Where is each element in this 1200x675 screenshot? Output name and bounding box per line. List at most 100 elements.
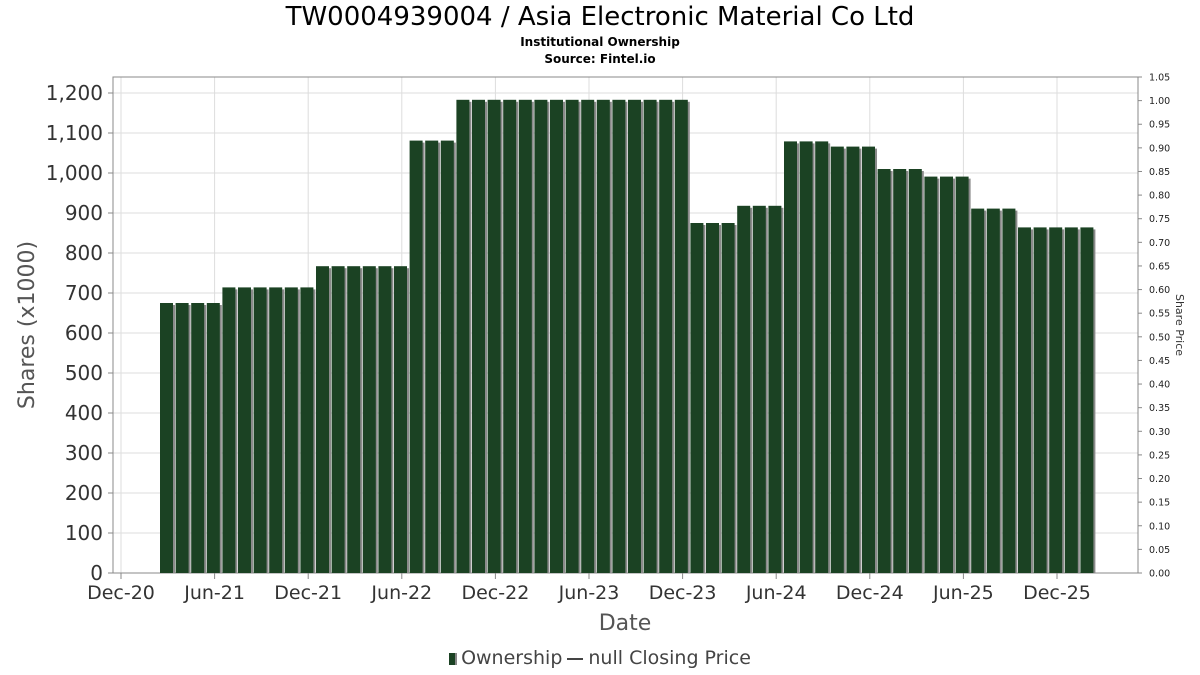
chart-source: Source: Fintel.io	[544, 52, 656, 66]
ownership-bar	[1064, 227, 1078, 573]
chart-title: TW0004939004 / Asia Electronic Material …	[285, 2, 915, 32]
ownership-bar	[612, 99, 626, 574]
ownership-bar	[472, 99, 485, 574]
y-tick-label: 200	[65, 481, 103, 505]
y-axis-label: Shares (x1000)	[15, 241, 40, 409]
y-tick-label: 700	[65, 281, 103, 305]
ownership-bar	[596, 99, 610, 574]
ownership-bar	[752, 205, 766, 574]
y-tick-label: 1,000	[46, 161, 103, 185]
ownership-bar	[1002, 208, 1016, 573]
ownership-bar	[643, 99, 657, 574]
x-tick-label: Dec-23	[649, 582, 717, 604]
y2-tick-label: 0.65	[1149, 261, 1170, 272]
ownership-bar	[737, 205, 751, 574]
y2-tick-label: 0.75	[1149, 214, 1170, 225]
ownership-bar	[581, 99, 595, 574]
y-tick-label: 800	[65, 241, 103, 265]
bars	[160, 99, 1096, 574]
y2-tick-label: 0.10	[1149, 521, 1170, 532]
ownership-bar	[1033, 227, 1047, 573]
ownership-bar	[955, 176, 969, 573]
x-tick-label: Jun-21	[183, 582, 245, 604]
y-tick-label: 400	[65, 401, 103, 425]
ownership-bar	[721, 223, 735, 573]
ownership-bar	[893, 169, 907, 573]
y2-axis: 0.00 0.05 0.10 0.15 0.20 0.25 0.30 0.35 0.40 0.45…	[1138, 73, 1170, 580]
ownership-bar	[534, 99, 548, 574]
ownership-bar	[253, 287, 267, 573]
y-tick-label: 0	[90, 561, 103, 585]
y-tick-label: 1,100	[46, 121, 103, 145]
ownership-bar	[862, 146, 875, 573]
ownership-bar	[986, 208, 1000, 573]
y2-tick-label: 0.55	[1149, 309, 1170, 320]
y-tick-label: 1,200	[46, 81, 103, 105]
y2-tick-label: 0.20	[1149, 474, 1170, 485]
ownership-bar	[378, 266, 392, 573]
ownership-bar	[316, 266, 329, 573]
y2-tick-label: 1.05	[1149, 73, 1170, 84]
chart-subtitle: Institutional Ownership	[520, 35, 680, 49]
y2-axis-label: Share Price	[1173, 294, 1186, 356]
x-tick-label: Jun-23	[558, 582, 620, 604]
y2-tick-label: 0.95	[1149, 120, 1170, 131]
ownership-bar	[674, 99, 688, 574]
ownership-bar	[222, 287, 236, 573]
ownership-bar	[347, 266, 361, 573]
y-tick-label: 500	[65, 361, 103, 385]
x-tick-label: Dec-22	[461, 582, 529, 604]
ownership-bar	[487, 99, 501, 574]
y2-tick-label: 0.40	[1149, 380, 1170, 391]
ownership-bar	[971, 208, 985, 573]
ownership-bar	[846, 146, 860, 573]
ownership-bar	[628, 99, 641, 574]
y2-tick-label: 0.30	[1149, 427, 1170, 438]
y2-tick-label: 0.85	[1149, 167, 1170, 178]
ownership-bar	[409, 140, 423, 573]
ownership-bar	[659, 99, 673, 574]
ownership-bar	[362, 266, 376, 573]
ownership-bar	[394, 266, 407, 573]
legend: Ownership null Closing Price	[0, 647, 1200, 669]
x-tick-label: Dec-21	[274, 582, 342, 604]
y2-tick-label: 0.00	[1149, 569, 1170, 580]
ownership-bar	[284, 287, 298, 573]
ownership-legend-label: Ownership	[461, 647, 563, 669]
ownership-bar	[830, 146, 844, 573]
y-axis: 0 100 200 300 400 500 600 700 800 900 1,000 1,100 1,…	[46, 81, 113, 585]
ownership-bar	[518, 99, 532, 574]
ownership-bar	[440, 140, 454, 573]
ownership-bar	[191, 303, 205, 573]
y2-tick-label: 0.80	[1149, 191, 1170, 202]
x-tick-label: Dec-25	[1023, 582, 1091, 604]
ownership-legend-swatch	[449, 652, 458, 665]
price-legend-line	[567, 657, 584, 660]
ownership-bar	[1018, 227, 1031, 573]
ownership-bar	[550, 99, 563, 574]
y2-tick-label: 0.60	[1149, 285, 1170, 296]
y2-tick-label: 0.35	[1149, 403, 1170, 414]
ownership-bar	[924, 176, 938, 573]
y2-tick-label: 0.50	[1149, 332, 1170, 343]
ownership-bar	[565, 99, 579, 574]
x-tick-label: Jun-25	[932, 582, 994, 604]
x-tick-label: Jun-22	[370, 582, 432, 604]
x-tick-label: Dec-20	[87, 582, 155, 604]
ownership-bar	[1080, 227, 1094, 573]
ownership-bar	[238, 287, 251, 573]
ownership-bar	[784, 141, 797, 573]
ownership-bar	[799, 141, 813, 573]
x-axis-label: Date	[599, 611, 652, 636]
y-tick-label: 300	[65, 441, 103, 465]
ownership-bar	[269, 287, 283, 573]
ownership-bar	[300, 287, 314, 573]
x-axis: Dec-20 Jun-21 Dec-21 Jun-22 Dec-22 Jun-23 Dec-…	[87, 573, 1091, 604]
ownership-bar	[175, 303, 189, 573]
y2-tick-label: 0.25	[1149, 450, 1170, 461]
y-tick-label: 900	[65, 201, 103, 225]
y2-tick-label: 0.70	[1149, 238, 1170, 249]
y2-tick-label: 0.15	[1149, 498, 1170, 509]
ownership-bar	[706, 223, 719, 573]
ownership-bar	[160, 303, 173, 573]
